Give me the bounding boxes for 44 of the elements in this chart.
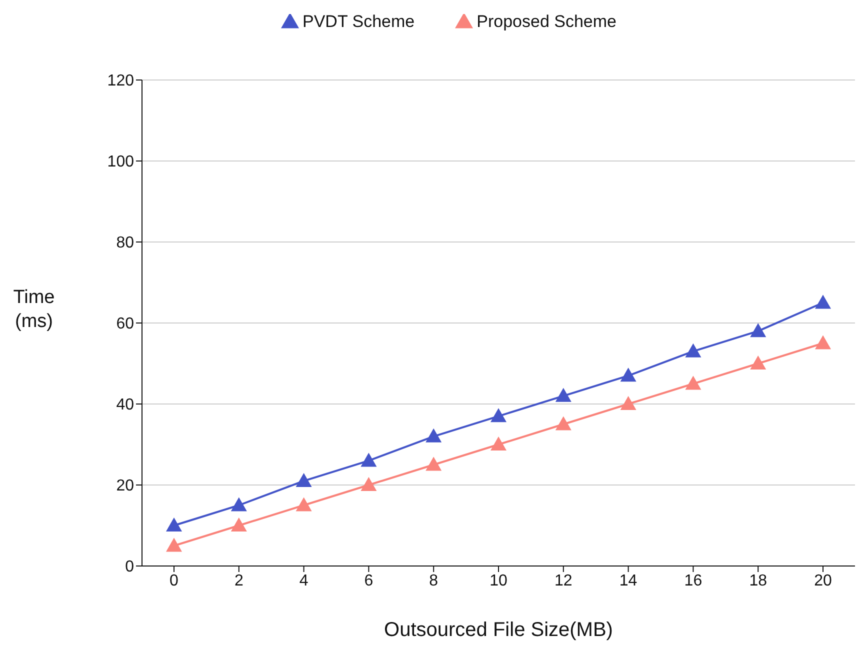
x-axis-title: Outsourced File Size(MB) — [384, 619, 613, 641]
point — [230, 497, 247, 512]
point — [490, 436, 506, 450]
point — [360, 477, 377, 491]
x-tick-label: 20 — [814, 572, 832, 590]
y-tick-label: 100 — [107, 154, 134, 171]
point — [555, 388, 572, 402]
point — [166, 538, 182, 552]
x-tick-label: 18 — [749, 572, 768, 590]
point — [296, 497, 312, 512]
y-tick-label: 20 — [116, 478, 134, 495]
point — [166, 518, 182, 532]
x-tick-label: 16 — [684, 572, 702, 590]
point — [620, 368, 636, 382]
y-tick-label: 40 — [116, 396, 134, 414]
x-tick-label: 2 — [234, 572, 244, 590]
y-tick-label: 60 — [116, 316, 134, 333]
point — [815, 335, 831, 350]
y-tick-label: 80 — [116, 234, 134, 252]
x-tick-label: 4 — [299, 572, 308, 590]
x-tick-label: 0 — [170, 572, 179, 590]
x-tick-label: 14 — [619, 572, 638, 590]
point — [685, 376, 702, 390]
y-tick-label: 0 — [125, 558, 134, 576]
y-tick-label: 120 — [107, 72, 134, 90]
point — [426, 428, 442, 442]
x-tick-label: 10 — [490, 572, 508, 590]
legend-label: PVDT Scheme — [302, 12, 415, 31]
point — [555, 416, 572, 430]
point — [750, 323, 766, 338]
point — [360, 452, 377, 467]
legend-label: Proposed Scheme — [476, 12, 616, 31]
x-tick-label: 12 — [554, 572, 572, 590]
point — [750, 356, 766, 370]
y-axis-title: Time (ms) — [13, 287, 55, 332]
point — [815, 294, 831, 309]
point — [426, 456, 442, 471]
point — [296, 472, 312, 487]
x-tick-label: 6 — [364, 572, 374, 590]
point — [230, 518, 247, 532]
x-tick-label: 8 — [429, 572, 438, 590]
point — [620, 396, 636, 410]
point — [490, 408, 506, 422]
point — [685, 343, 702, 358]
